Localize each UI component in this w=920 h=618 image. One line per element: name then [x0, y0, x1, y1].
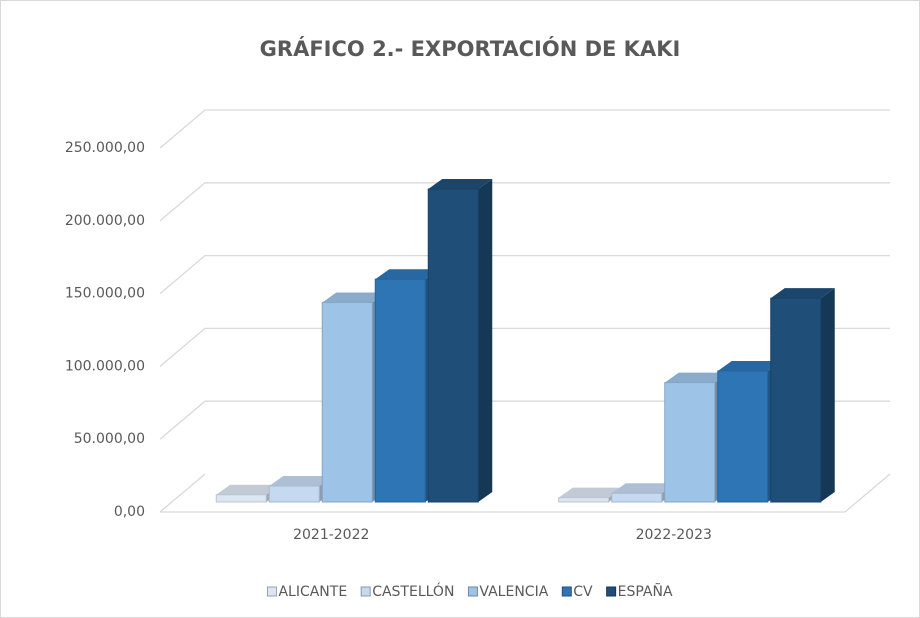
chart-title: GRÁFICO 2.- EXPORTACIÓN DE KAKI	[260, 36, 681, 61]
legend-swatch	[561, 586, 572, 597]
legend-label: CV	[573, 584, 593, 600]
bar-top	[558, 487, 623, 498]
grid-line	[159, 327, 890, 367]
grid-line	[159, 109, 890, 149]
y-tick-label: 150.000,00	[65, 286, 145, 302]
y-tick-label: 100.000,00	[65, 358, 145, 374]
y-tick-label: 200.000,00	[65, 213, 145, 229]
legend-swatch	[360, 586, 371, 597]
legend-swatch	[467, 586, 478, 597]
bar	[664, 382, 716, 503]
bar	[321, 302, 373, 503]
y-tick-label: 50.000,00	[74, 431, 145, 447]
legend-label: ALICANTE	[278, 584, 347, 600]
grid-line	[160, 473, 891, 513]
bar	[374, 278, 426, 503]
bar	[215, 494, 267, 503]
legend-label: ESPAÑA	[618, 583, 673, 600]
bar-top	[375, 269, 440, 280]
bar	[268, 485, 320, 503]
bar-top	[770, 288, 835, 299]
grid-line	[159, 400, 890, 440]
bar	[558, 497, 610, 503]
bar	[427, 188, 479, 503]
bar	[717, 370, 769, 503]
legend-label: CASTELLÓN	[372, 582, 454, 600]
y-tick-label: 250.000,00	[65, 140, 145, 156]
floor-edge	[159, 473, 206, 513]
bar-side	[820, 288, 835, 502]
bar	[611, 492, 663, 503]
bar-top	[216, 484, 281, 495]
grid-line	[159, 182, 890, 222]
x-tick-label: 2022-2023	[636, 527, 712, 543]
bar-side	[478, 178, 493, 502]
bar-top	[664, 372, 729, 383]
x-tick-label: 2021-2022	[293, 527, 369, 543]
legend-swatch	[266, 586, 277, 597]
bar-top	[717, 360, 782, 371]
bar-top	[428, 178, 493, 189]
grid-line	[159, 254, 890, 295]
bar	[770, 297, 822, 503]
bar-top	[269, 475, 334, 486]
bar-top	[322, 292, 387, 303]
y-tick-label: 0,00	[114, 504, 145, 520]
bar-top	[611, 483, 676, 494]
legend-label: VALENCIA	[479, 584, 548, 600]
legend-swatch	[606, 586, 617, 597]
